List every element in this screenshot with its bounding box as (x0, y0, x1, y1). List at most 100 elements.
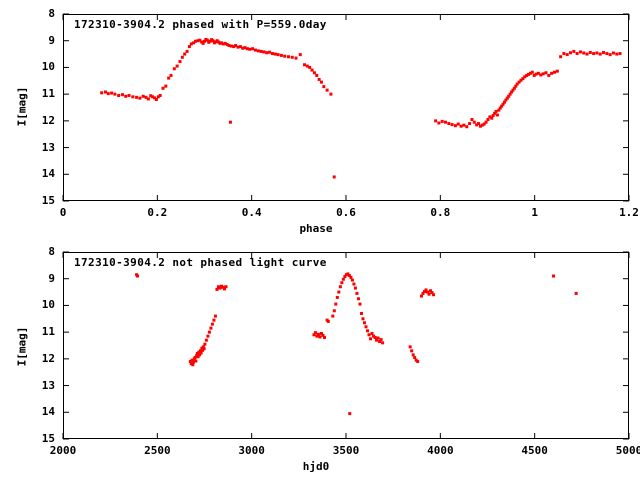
y-tick-label: 9 (48, 33, 55, 47)
data-point (490, 116, 494, 120)
y-tick-label: 10 (41, 60, 55, 74)
data-point (475, 123, 479, 127)
y-tick-label: 15 (41, 432, 55, 445)
data-point (124, 94, 128, 98)
data-point (413, 356, 417, 360)
data-point (229, 44, 233, 48)
data-point (190, 358, 194, 362)
data-point (611, 51, 615, 55)
data-point (508, 92, 512, 96)
data-point (331, 314, 335, 318)
data-point (203, 342, 207, 346)
data-point (191, 363, 195, 367)
data-point (203, 39, 206, 43)
data-point (234, 44, 238, 48)
data-point (350, 278, 354, 282)
data-point (316, 332, 320, 336)
y-tick-label: 9 (48, 271, 55, 285)
data-point (491, 114, 495, 118)
data-point (103, 90, 107, 94)
data-point (149, 94, 153, 98)
y-tick-label: 12 (41, 351, 55, 365)
x-tick-label: 3000 (238, 444, 265, 457)
data-point (527, 72, 531, 76)
data-point (197, 350, 201, 354)
data-point (532, 73, 536, 77)
data-point (358, 302, 362, 306)
data-point (422, 290, 426, 294)
data-point (517, 80, 521, 84)
data-point (243, 46, 247, 50)
data-point (575, 52, 579, 56)
data-point (605, 52, 609, 56)
data-point (317, 77, 321, 81)
data-point (315, 334, 319, 338)
top-panel: I[mag] 172310-3904.2 phased with P=559.0… (16, 7, 639, 235)
data-point (201, 41, 205, 45)
y-tick-label: 15 (41, 194, 55, 207)
data-point (361, 317, 365, 321)
data-point (598, 52, 602, 56)
data-point (216, 285, 220, 289)
data-point (379, 338, 383, 342)
data-point (574, 291, 578, 295)
data-point (221, 285, 225, 289)
data-point (225, 42, 229, 46)
data-point (175, 64, 179, 68)
data-point (376, 336, 380, 340)
data-point (218, 286, 222, 290)
data-point (534, 72, 538, 76)
data-point (588, 50, 592, 54)
data-point (507, 94, 511, 98)
data-point (189, 42, 193, 46)
data-point (501, 102, 505, 106)
data-point (450, 123, 454, 127)
x-tick-label: 2000 (49, 444, 77, 457)
data-series (100, 37, 622, 179)
data-point (192, 41, 196, 45)
data-point (341, 277, 345, 281)
y-tick-label: 14 (41, 167, 55, 181)
data-series (135, 272, 578, 416)
data-point (136, 274, 140, 278)
data-point (198, 349, 202, 353)
data-point (188, 360, 192, 364)
data-point (484, 120, 488, 124)
data-point (200, 346, 204, 350)
data-point (552, 274, 556, 278)
top-panel-plot-frame (63, 14, 629, 201)
data-point (500, 104, 504, 108)
data-point (117, 93, 121, 97)
y-tick-label: 13 (41, 378, 55, 392)
data-point (478, 124, 482, 128)
data-point (434, 119, 438, 123)
data-point (211, 39, 215, 43)
data-point (334, 302, 338, 306)
data-point (544, 71, 548, 75)
data-point (232, 45, 236, 49)
data-point (335, 295, 339, 299)
data-point (283, 54, 287, 58)
bottom-panel: I[mag] 172310-3904.2 not phased light cu… (0, 240, 640, 480)
data-point (511, 88, 515, 92)
data-point (273, 52, 277, 56)
data-point (432, 293, 436, 297)
data-point (447, 122, 451, 126)
data-point (493, 111, 497, 115)
data-point (236, 45, 240, 49)
data-point (167, 76, 171, 80)
data-point (286, 55, 290, 59)
data-point (562, 52, 566, 56)
data-point (595, 51, 599, 55)
data-point (151, 95, 155, 99)
data-point (245, 47, 249, 51)
data-point (349, 275, 353, 279)
data-point (353, 286, 357, 290)
data-point (248, 47, 252, 51)
data-point (195, 352, 199, 356)
data-point (201, 345, 205, 349)
data-point (338, 285, 342, 289)
data-point (228, 120, 232, 124)
data-point (158, 93, 162, 97)
data-point (453, 124, 457, 128)
